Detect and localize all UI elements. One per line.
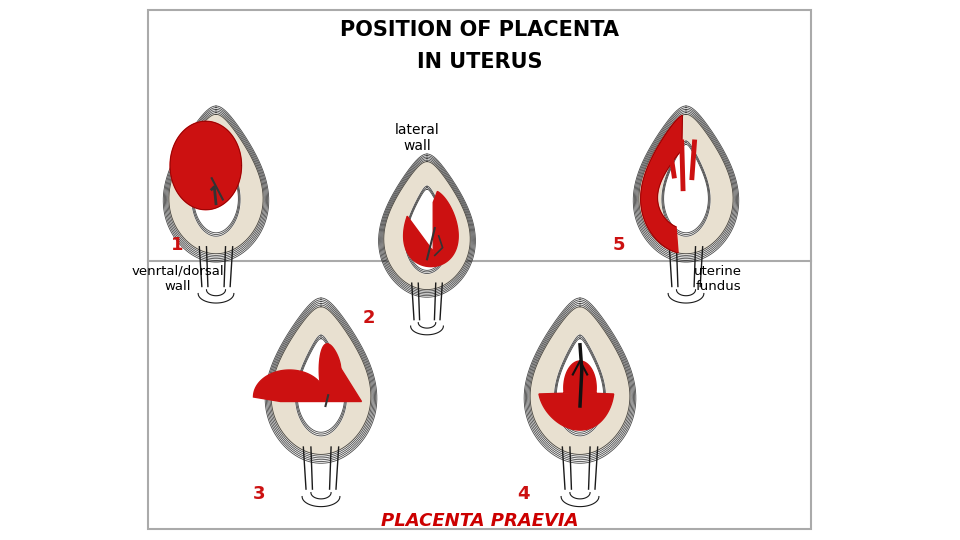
Text: IN UTERUS: IN UTERUS <box>418 52 542 72</box>
Polygon shape <box>169 114 263 254</box>
Polygon shape <box>539 361 613 430</box>
Text: 2: 2 <box>363 309 375 327</box>
Text: PLACENTA PRAEVIA: PLACENTA PRAEVIA <box>381 512 579 530</box>
Text: 4: 4 <box>516 485 529 503</box>
Text: 1: 1 <box>171 236 183 254</box>
Text: uterine
fundus: uterine fundus <box>694 265 742 293</box>
Polygon shape <box>253 366 362 402</box>
Polygon shape <box>555 335 606 436</box>
Polygon shape <box>661 141 710 236</box>
Polygon shape <box>296 335 347 436</box>
Polygon shape <box>384 161 470 289</box>
Text: venrtal/dorsal
wall: venrtal/dorsal wall <box>132 265 224 293</box>
Text: POSITION OF PLACENTA: POSITION OF PLACENTA <box>341 19 619 40</box>
Text: lateral
wall: lateral wall <box>396 123 440 153</box>
Bar <box>148 10 811 529</box>
Polygon shape <box>405 186 449 273</box>
Polygon shape <box>170 122 242 210</box>
Text: 5: 5 <box>612 236 625 254</box>
Polygon shape <box>271 307 371 455</box>
Polygon shape <box>403 192 458 267</box>
Polygon shape <box>192 141 240 236</box>
Polygon shape <box>640 115 683 253</box>
Polygon shape <box>639 114 733 254</box>
Polygon shape <box>530 307 630 455</box>
Text: 3: 3 <box>252 485 265 503</box>
Polygon shape <box>320 344 341 396</box>
